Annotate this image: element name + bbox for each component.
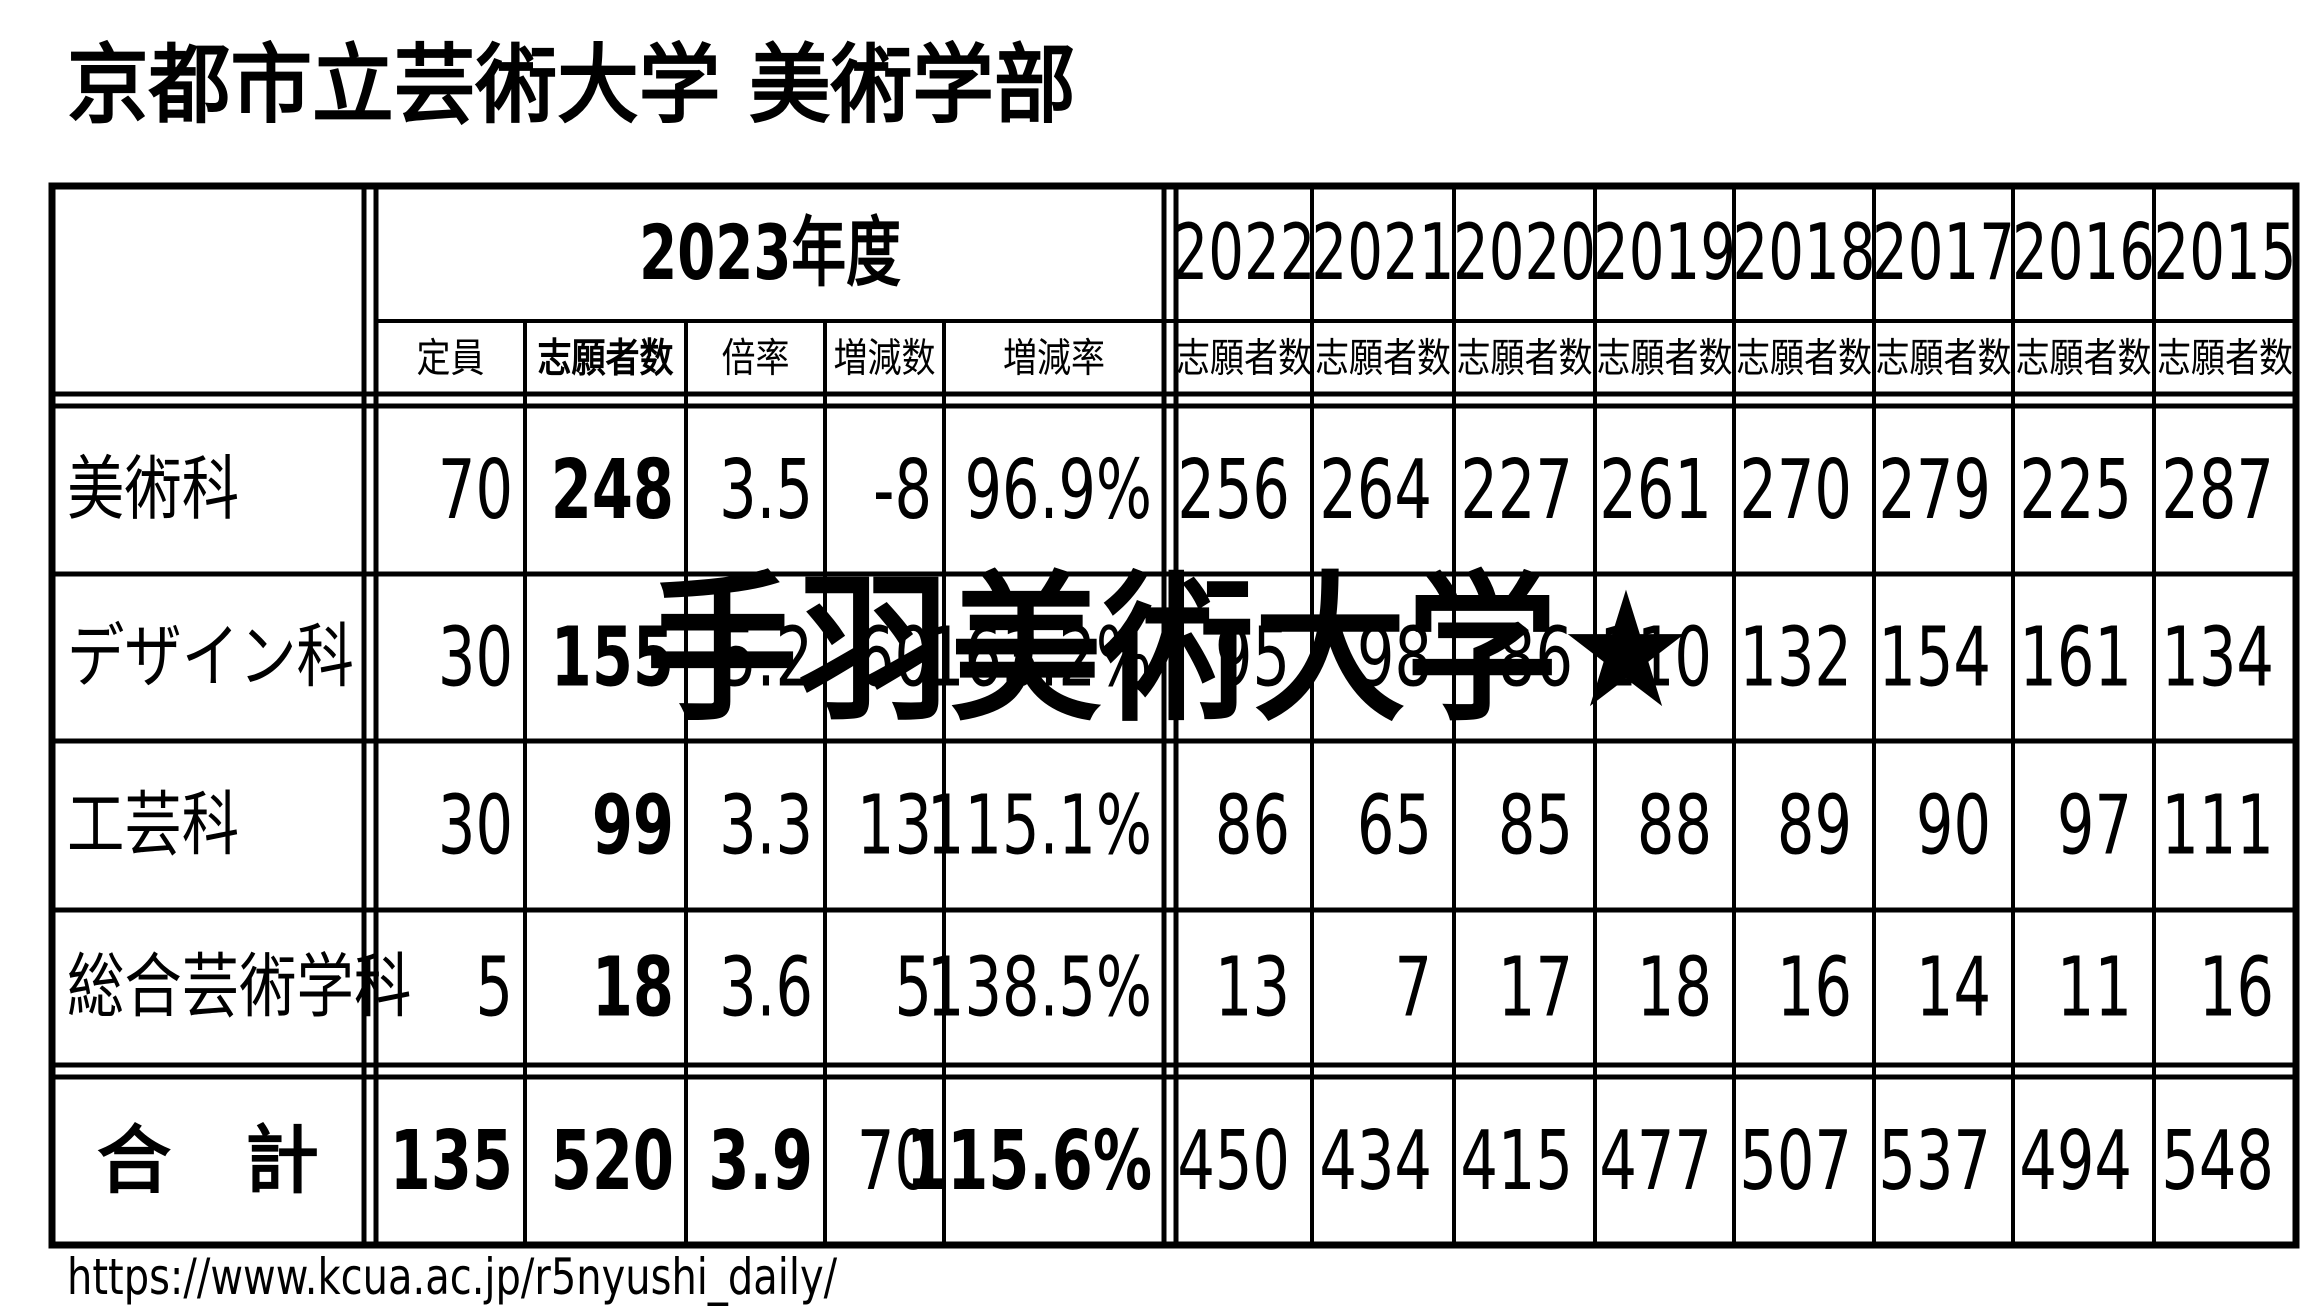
cell-value: 17: [1498, 940, 1573, 1035]
cell-value: 7: [1394, 940, 1432, 1035]
sub-header: 志願者数: [1457, 335, 1593, 381]
cell-value: 5: [475, 940, 513, 1035]
year-header: 2021: [1312, 208, 1455, 299]
sub-header: 志願者数: [2157, 335, 2293, 381]
cell-value: 115.1%: [927, 778, 1152, 873]
cell-value: 3.5: [719, 442, 813, 537]
cell-value: 99: [592, 778, 674, 873]
cell-value: -8: [873, 442, 932, 537]
cell-value: 477: [1599, 1113, 1712, 1208]
cell-value: 96.9%: [964, 442, 1152, 537]
cell-value: 5.2: [719, 610, 813, 705]
cell-value: 225: [2019, 442, 2132, 537]
sub-header: 倍率: [722, 335, 790, 381]
source-url: https://www.kcua.ac.jp/r5nyushi_daily/: [67, 1248, 838, 1306]
cell-value: 18: [592, 940, 674, 1035]
sub-header: 志願者数: [1315, 335, 1451, 381]
cell-value: 256: [1177, 442, 1290, 537]
year-header: 2023年度: [639, 209, 901, 297]
sub-header: 志願者数: [538, 335, 675, 381]
cell-value: 264: [1319, 442, 1432, 537]
row-label: 総合芸術学科: [67, 947, 411, 1028]
cell-value: 13: [857, 778, 932, 873]
cell-value: 135: [390, 1113, 513, 1208]
year-header: 2020: [1453, 208, 1596, 299]
sub-header: 志願者数: [2016, 335, 2152, 381]
year-header: 2019: [1593, 208, 1736, 299]
cell-value: 548: [2161, 1113, 2274, 1208]
cell-value: 86: [1215, 778, 1290, 873]
row-label: 合 計: [97, 1118, 319, 1204]
cell-value: 507: [1739, 1113, 1852, 1208]
cell-value: 16: [2199, 940, 2274, 1035]
sub-header: 増減数: [834, 335, 936, 381]
cell-value: 95: [1215, 610, 1290, 705]
year-header: 2017: [1872, 208, 2015, 299]
cell-value: 98: [1357, 610, 1432, 705]
cell-value: 3.6: [719, 940, 813, 1035]
cell-value: 155: [551, 610, 674, 705]
row-label: デザイン科: [67, 617, 354, 698]
cell-value: 70: [857, 1113, 932, 1208]
year-header: 2018: [1733, 208, 1876, 299]
sub-header: 志願者数: [1736, 335, 1872, 381]
cell-value: 97: [2057, 778, 2132, 873]
cell-value: 30: [438, 778, 513, 873]
year-header: 2016: [2012, 208, 2155, 299]
sub-header: 志願者数: [1597, 335, 1733, 381]
cell-value: 494: [2019, 1113, 2132, 1208]
cell-value: 18: [1637, 940, 1712, 1035]
cell-value: 5: [894, 940, 932, 1035]
cell-value: 3.3: [719, 778, 813, 873]
cell-value: 450: [1177, 1113, 1290, 1208]
cell-value: 86: [1498, 610, 1573, 705]
cell-value: 287: [2161, 442, 2274, 537]
cell-value: 248: [551, 442, 674, 537]
year-header: 2022: [1173, 208, 1316, 299]
year-header: 2015: [2154, 208, 2297, 299]
cell-value: 434: [1319, 1113, 1432, 1208]
cell-value: 279: [1878, 442, 1991, 537]
cell-value: 89: [1777, 778, 1852, 873]
cell-value: 30: [438, 610, 513, 705]
cell-value: 115.6%: [906, 1113, 1152, 1208]
sub-header: 増減率: [1003, 335, 1105, 381]
row-label: 工芸科: [67, 785, 239, 866]
sub-header: 志願者数: [1176, 335, 1312, 381]
cell-value: 415: [1460, 1113, 1573, 1208]
cell-value: 163.2%: [927, 610, 1152, 705]
cell-value: 70: [438, 442, 513, 537]
cell-value: 161: [2019, 610, 2132, 705]
cell-value: 138.5%: [927, 940, 1152, 1035]
cell-value: 11: [2057, 940, 2132, 1035]
page-title: 京都市立芸術大学 美術学部: [67, 35, 1076, 135]
cell-value: 520: [551, 1113, 674, 1208]
cell-value: 270: [1739, 442, 1852, 537]
cell-value: 132: [1739, 610, 1852, 705]
cell-value: 16: [1777, 940, 1852, 1035]
cell-value: 111: [2161, 778, 2274, 873]
cell-value: 227: [1460, 442, 1573, 537]
sub-header: 志願者数: [1876, 335, 2012, 381]
cell-value: 154: [1878, 610, 1991, 705]
cell-value: 261: [1599, 442, 1712, 537]
cell-value: 537: [1878, 1113, 1991, 1208]
cell-value: 3.9: [708, 1113, 813, 1208]
watermark: 手羽美術大学★: [646, 557, 1694, 744]
cell-value: 13: [1215, 940, 1290, 1035]
cell-value: 14: [1916, 940, 1991, 1035]
cell-value: 90: [1916, 778, 1991, 873]
cell-value: 134: [2161, 610, 2274, 705]
cell-value: 85: [1498, 778, 1573, 873]
row-label: 美術科: [67, 450, 239, 531]
cell-value: 110: [1599, 610, 1712, 705]
sub-header: 定員: [417, 335, 485, 381]
cell-value: 88: [1637, 778, 1712, 873]
cell-value: 60: [857, 610, 932, 705]
cell-value: 65: [1357, 778, 1432, 873]
